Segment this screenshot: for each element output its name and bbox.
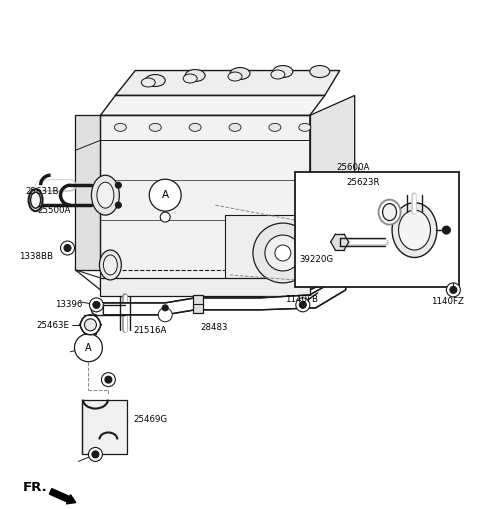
- Ellipse shape: [183, 74, 197, 83]
- Text: 21516A: 21516A: [133, 326, 167, 335]
- Circle shape: [115, 182, 121, 188]
- Circle shape: [74, 334, 102, 362]
- Circle shape: [443, 226, 450, 234]
- Text: 1140FB: 1140FB: [285, 295, 318, 304]
- Text: 1140FZ: 1140FZ: [432, 297, 464, 306]
- Ellipse shape: [103, 255, 117, 275]
- Circle shape: [88, 447, 102, 461]
- Ellipse shape: [99, 250, 121, 280]
- Text: FR.: FR.: [23, 482, 48, 494]
- Ellipse shape: [185, 70, 205, 81]
- Circle shape: [149, 179, 181, 211]
- Text: 25463E: 25463E: [36, 321, 70, 330]
- Ellipse shape: [229, 123, 241, 131]
- Ellipse shape: [398, 210, 431, 250]
- Ellipse shape: [228, 72, 242, 81]
- Circle shape: [162, 305, 168, 311]
- Ellipse shape: [91, 175, 120, 215]
- Circle shape: [64, 244, 71, 251]
- Ellipse shape: [141, 78, 155, 87]
- Bar: [100, 278, 310, 296]
- Bar: [193, 295, 203, 313]
- Ellipse shape: [189, 123, 201, 131]
- Bar: [225, 215, 325, 283]
- Circle shape: [105, 376, 112, 383]
- Ellipse shape: [149, 123, 161, 131]
- Circle shape: [300, 301, 306, 308]
- Circle shape: [81, 315, 100, 335]
- Circle shape: [160, 212, 170, 222]
- Text: 1338BB: 1338BB: [19, 252, 53, 261]
- Circle shape: [253, 223, 313, 283]
- Polygon shape: [115, 71, 340, 96]
- Ellipse shape: [383, 204, 396, 220]
- Text: 25469G: 25469G: [133, 414, 168, 423]
- Bar: [295, 172, 459, 287]
- Ellipse shape: [299, 123, 311, 131]
- Circle shape: [265, 235, 301, 271]
- Polygon shape: [331, 234, 348, 250]
- Ellipse shape: [271, 70, 285, 79]
- Circle shape: [60, 241, 74, 255]
- Text: 25631B: 25631B: [25, 187, 59, 196]
- FancyArrow shape: [49, 489, 76, 504]
- Text: A: A: [162, 190, 169, 200]
- Polygon shape: [75, 116, 100, 270]
- Ellipse shape: [310, 66, 330, 77]
- Circle shape: [93, 301, 100, 308]
- Ellipse shape: [114, 123, 126, 131]
- Circle shape: [275, 245, 291, 261]
- Ellipse shape: [273, 66, 293, 77]
- Text: 25623R: 25623R: [347, 178, 380, 187]
- Circle shape: [446, 283, 460, 297]
- Ellipse shape: [269, 123, 281, 131]
- Circle shape: [89, 298, 103, 312]
- Polygon shape: [103, 250, 346, 315]
- Ellipse shape: [392, 203, 437, 258]
- Ellipse shape: [379, 200, 400, 224]
- Text: 25500A: 25500A: [37, 206, 71, 215]
- Polygon shape: [310, 96, 355, 290]
- Polygon shape: [100, 116, 310, 290]
- Text: A: A: [85, 343, 92, 353]
- Circle shape: [101, 373, 115, 387]
- Circle shape: [158, 308, 172, 322]
- Ellipse shape: [29, 189, 43, 211]
- Ellipse shape: [145, 74, 165, 87]
- Ellipse shape: [31, 192, 41, 208]
- Bar: [83, 400, 127, 455]
- Circle shape: [296, 298, 310, 312]
- Polygon shape: [100, 96, 325, 116]
- Circle shape: [92, 451, 99, 458]
- Text: 25600A: 25600A: [336, 163, 370, 172]
- Text: 28483: 28483: [200, 323, 228, 332]
- Circle shape: [84, 319, 96, 331]
- Ellipse shape: [230, 68, 250, 79]
- Circle shape: [450, 287, 457, 293]
- Text: 13396: 13396: [55, 300, 82, 309]
- Text: 39220G: 39220G: [300, 255, 334, 264]
- Ellipse shape: [97, 182, 114, 208]
- Circle shape: [115, 202, 121, 208]
